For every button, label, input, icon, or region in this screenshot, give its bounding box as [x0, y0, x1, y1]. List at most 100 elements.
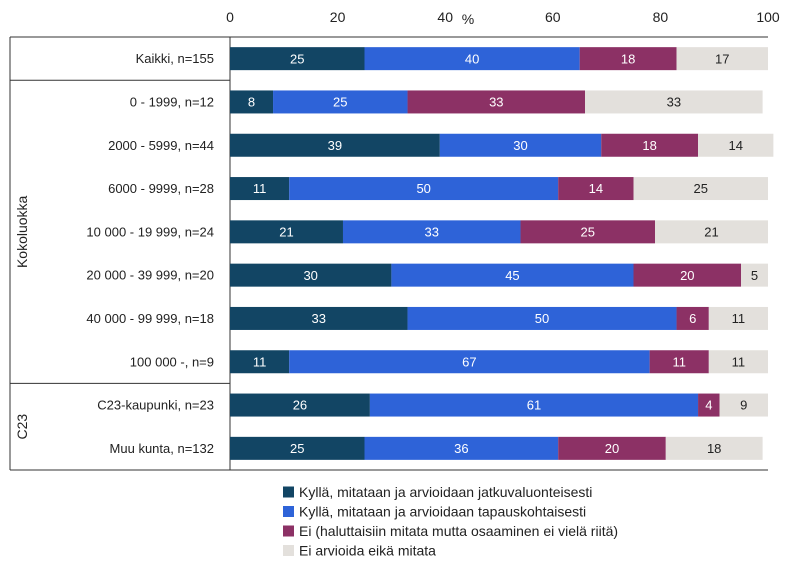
category-label: 40 000 - 99 999, n=18 — [86, 311, 214, 326]
bar-segment — [369, 393, 699, 417]
data-label: 18 — [707, 441, 721, 456]
bar-segment — [633, 177, 768, 201]
bar-segment — [230, 393, 370, 417]
data-label: 9 — [740, 398, 747, 413]
bar-segment — [676, 47, 768, 71]
x-axis-label: % — [462, 11, 474, 27]
legend-swatch — [283, 506, 294, 517]
data-label: 20 — [605, 441, 619, 456]
bar-segment — [230, 220, 343, 244]
bar-segment — [364, 436, 559, 460]
bar-segment — [230, 436, 365, 460]
bar-segment — [230, 263, 392, 287]
bar-segment — [708, 350, 768, 374]
data-label: 33 — [312, 311, 326, 326]
legend-swatch — [283, 545, 294, 556]
data-label: 61 — [527, 398, 541, 413]
data-label: 33 — [425, 225, 439, 240]
category-label: 20 000 - 39 999, n=20 — [86, 268, 214, 283]
data-label: 25 — [290, 441, 304, 456]
data-label: 39 — [328, 138, 342, 153]
bar-segment — [665, 436, 763, 460]
data-label: 14 — [728, 138, 742, 153]
legend: Kyllä, mitataan ja arvioidaan jatkuvaluo… — [283, 484, 618, 558]
legend-swatch — [283, 486, 294, 498]
category-label: 100 000 -, n=9 — [130, 354, 214, 369]
category-label: 2000 - 5999, n=44 — [108, 138, 214, 153]
bar-segment — [364, 47, 580, 71]
data-label: 4 — [705, 398, 712, 413]
data-label: 25 — [694, 181, 708, 196]
bar-segment — [579, 47, 677, 71]
legend-entry: Ei arvioida eikä mitata — [299, 542, 436, 558]
bar-segment — [391, 263, 634, 287]
bar-segment — [708, 306, 768, 330]
legend-entry: Ei (haluttaisiin mitata mutta osaaminen … — [299, 523, 618, 539]
category-label: C23-kaupunki, n=23 — [97, 398, 214, 413]
bar-segment — [520, 220, 656, 244]
data-label: 11 — [253, 181, 267, 196]
data-label: 18 — [621, 51, 635, 66]
data-label: 45 — [505, 268, 519, 283]
data-label: 11 — [732, 354, 746, 369]
bar-segment — [719, 393, 768, 417]
data-label: 25 — [581, 225, 595, 240]
data-label: 21 — [704, 225, 718, 240]
data-label: 33 — [667, 95, 681, 110]
data-label: 11 — [672, 354, 686, 369]
data-label: 50 — [535, 311, 549, 326]
bar-segment — [655, 220, 768, 244]
data-label: 18 — [642, 138, 656, 153]
x-tick-label: 40 — [437, 9, 453, 25]
bar-segment — [698, 133, 774, 157]
legend-entry: Kyllä, mitataan ja arvioidaan tapauskoht… — [299, 503, 586, 519]
group-label: Kokoluokka — [14, 195, 30, 268]
bar-segment — [407, 306, 677, 330]
bar-segment — [676, 306, 709, 330]
data-label: 30 — [303, 268, 317, 283]
data-label: 26 — [293, 398, 307, 413]
bar-segment — [558, 177, 634, 201]
bar-segment — [289, 177, 559, 201]
bar-segment — [698, 393, 720, 417]
bar-segment — [289, 350, 650, 374]
bar-segment — [230, 306, 408, 330]
data-label: 5 — [751, 268, 758, 283]
axis-layer: 0 20 40 60 80 100% Kokoluokka C23 Kaikki, n=155 0… — [9, 9, 780, 471]
data-label: 14 — [589, 181, 603, 196]
data-label: 11 — [732, 311, 746, 326]
bar-segment — [230, 350, 290, 374]
data-label: 21 — [279, 225, 293, 240]
group-label: C23 — [14, 414, 30, 440]
bar-segment — [558, 436, 666, 460]
data-label: 17 — [715, 51, 729, 66]
bar-segment — [601, 133, 699, 157]
category-label: Kaikki, n=155 — [136, 51, 214, 66]
bar-segment — [585, 90, 763, 114]
data-label: 20 — [680, 268, 694, 283]
data-label: 6 — [689, 311, 696, 326]
x-tick-label: 100 — [756, 9, 780, 25]
data-label: 30 — [513, 138, 527, 153]
bar-segment — [741, 263, 768, 287]
bar-segment — [633, 263, 742, 287]
x-tick-label: 60 — [545, 9, 561, 25]
data-label: 25 — [333, 95, 347, 110]
data-label: 67 — [462, 354, 476, 369]
bar-segment — [230, 47, 365, 71]
data-label: 25 — [290, 51, 304, 66]
data-label: 8 — [248, 95, 255, 110]
bar-segment — [230, 133, 440, 157]
category-label: Muu kunta, n=132 — [110, 441, 214, 456]
data-label: 11 — [253, 354, 267, 369]
bar-segment — [273, 90, 408, 114]
data-label: 36 — [454, 441, 468, 456]
x-tick-label: 0 — [226, 9, 234, 25]
x-tick-label: 20 — [330, 9, 346, 25]
bar-segment — [342, 220, 521, 244]
data-label: 40 — [465, 51, 479, 66]
bar-segment — [230, 90, 274, 114]
category-label: 6000 - 9999, n=28 — [108, 181, 214, 196]
data-label: 33 — [489, 95, 503, 110]
